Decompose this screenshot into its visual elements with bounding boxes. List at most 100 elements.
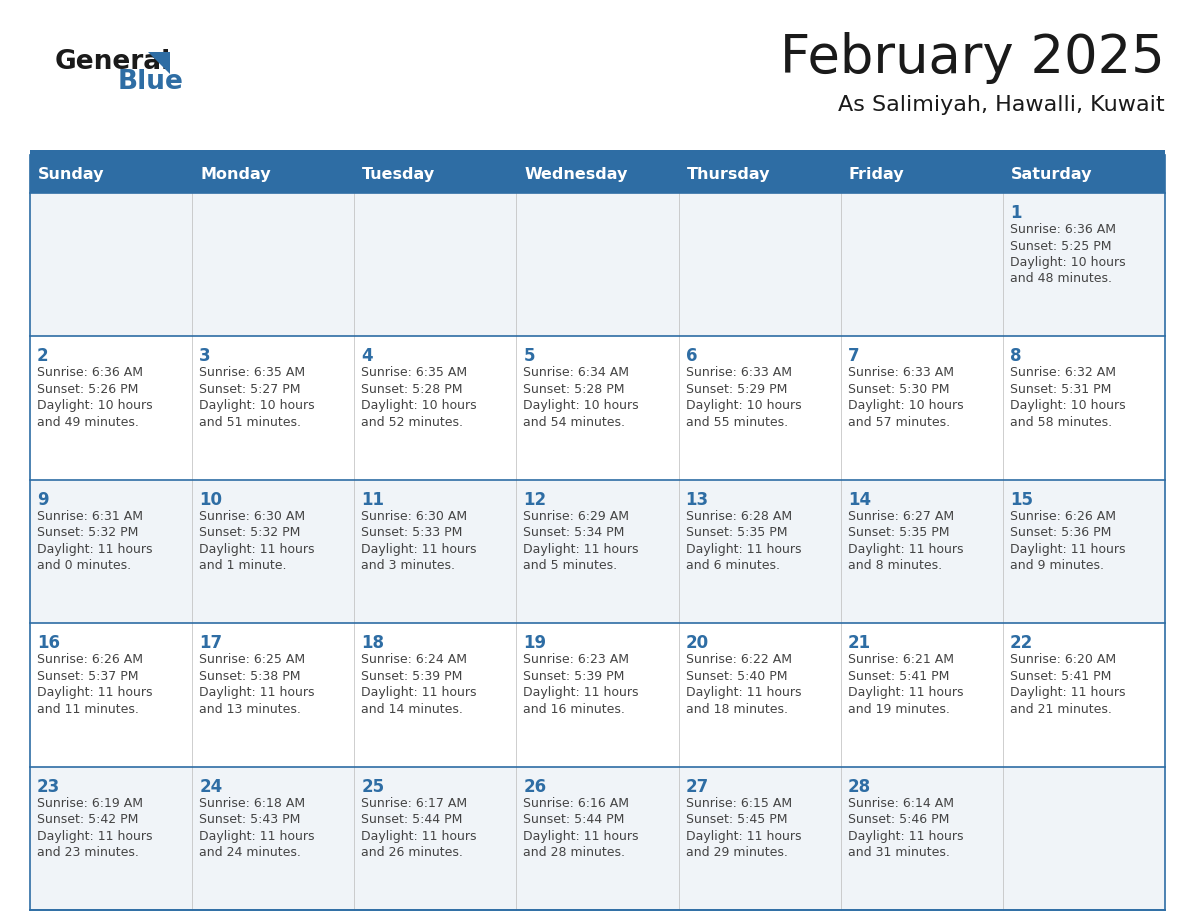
Text: Sunrise: 6:14 AM: Sunrise: 6:14 AM [848, 797, 954, 810]
Text: Daylight: 11 hours: Daylight: 11 hours [361, 686, 476, 700]
Text: and 26 minutes.: and 26 minutes. [361, 846, 463, 859]
Bar [30, 767, 1165, 910]
Text: Sunrise: 6:23 AM: Sunrise: 6:23 AM [524, 654, 630, 666]
Text: Monday: Monday [200, 166, 271, 182]
Text: and 19 minutes.: and 19 minutes. [848, 702, 949, 716]
Text: Friday: Friday [848, 166, 904, 182]
Text: Daylight: 10 hours: Daylight: 10 hours [1010, 399, 1125, 412]
Text: Sunrise: 6:29 AM: Sunrise: 6:29 AM [524, 509, 630, 522]
Text: Sunset: 5:35 PM: Sunset: 5:35 PM [848, 526, 949, 539]
Text: Daylight: 10 hours: Daylight: 10 hours [37, 399, 152, 412]
Text: and 54 minutes.: and 54 minutes. [524, 416, 625, 429]
Text: and 16 minutes.: and 16 minutes. [524, 702, 625, 716]
Text: Daylight: 10 hours: Daylight: 10 hours [848, 399, 963, 412]
Text: Sunrise: 6:30 AM: Sunrise: 6:30 AM [200, 509, 305, 522]
Bar [30, 623, 1165, 767]
Text: Sunrise: 6:27 AM: Sunrise: 6:27 AM [848, 509, 954, 522]
Bar [30, 155, 1165, 193]
Text: Daylight: 10 hours: Daylight: 10 hours [524, 399, 639, 412]
Bar [30, 480, 1165, 623]
Text: Daylight: 10 hours: Daylight: 10 hours [200, 399, 315, 412]
Text: Daylight: 11 hours: Daylight: 11 hours [524, 543, 639, 555]
Text: and 8 minutes.: and 8 minutes. [848, 559, 942, 572]
Text: Daylight: 11 hours: Daylight: 11 hours [1010, 686, 1125, 700]
Text: 26: 26 [524, 778, 546, 796]
Text: and 9 minutes.: and 9 minutes. [1010, 559, 1104, 572]
Text: Sunset: 5:32 PM: Sunset: 5:32 PM [37, 526, 138, 539]
Text: Sunrise: 6:36 AM: Sunrise: 6:36 AM [37, 366, 143, 379]
Text: Sunrise: 6:18 AM: Sunrise: 6:18 AM [200, 797, 305, 810]
Text: 23: 23 [37, 778, 61, 796]
Text: and 49 minutes.: and 49 minutes. [37, 416, 139, 429]
Text: 18: 18 [361, 634, 384, 652]
Text: Daylight: 11 hours: Daylight: 11 hours [37, 830, 152, 843]
Text: and 14 minutes.: and 14 minutes. [361, 702, 463, 716]
Text: 17: 17 [200, 634, 222, 652]
Text: 3: 3 [200, 347, 210, 365]
Text: and 1 minute.: and 1 minute. [200, 559, 286, 572]
Text: 9: 9 [37, 491, 49, 509]
Text: Sunset: 5:39 PM: Sunset: 5:39 PM [524, 670, 625, 683]
Text: Daylight: 11 hours: Daylight: 11 hours [848, 543, 963, 555]
Text: 19: 19 [524, 634, 546, 652]
Text: and 29 minutes.: and 29 minutes. [685, 846, 788, 859]
Text: Daylight: 10 hours: Daylight: 10 hours [1010, 256, 1125, 269]
Text: Sunrise: 6:32 AM: Sunrise: 6:32 AM [1010, 366, 1116, 379]
Text: 28: 28 [848, 778, 871, 796]
Text: 8: 8 [1010, 347, 1022, 365]
Text: and 57 minutes.: and 57 minutes. [848, 416, 950, 429]
Text: Sunrise: 6:33 AM: Sunrise: 6:33 AM [848, 366, 954, 379]
Text: Daylight: 11 hours: Daylight: 11 hours [361, 543, 476, 555]
Text: and 0 minutes.: and 0 minutes. [37, 559, 131, 572]
Text: 15: 15 [1010, 491, 1032, 509]
Text: and 51 minutes.: and 51 minutes. [200, 416, 301, 429]
Text: Sunset: 5:46 PM: Sunset: 5:46 PM [848, 813, 949, 826]
Text: 7: 7 [848, 347, 859, 365]
Text: Sunset: 5:25 PM: Sunset: 5:25 PM [1010, 240, 1111, 252]
Text: Saturday: Saturday [1011, 166, 1092, 182]
Text: Daylight: 11 hours: Daylight: 11 hours [1010, 543, 1125, 555]
Text: Sunset: 5:42 PM: Sunset: 5:42 PM [37, 813, 138, 826]
Text: Sunrise: 6:35 AM: Sunrise: 6:35 AM [361, 366, 467, 379]
Text: 14: 14 [848, 491, 871, 509]
Text: 13: 13 [685, 491, 709, 509]
Text: Sunset: 5:31 PM: Sunset: 5:31 PM [1010, 383, 1111, 396]
Text: Sunrise: 6:24 AM: Sunrise: 6:24 AM [361, 654, 467, 666]
Text: Daylight: 10 hours: Daylight: 10 hours [361, 399, 476, 412]
Text: 27: 27 [685, 778, 709, 796]
Text: Sunset: 5:43 PM: Sunset: 5:43 PM [200, 813, 301, 826]
Text: and 11 minutes.: and 11 minutes. [37, 702, 139, 716]
Text: Sunset: 5:28 PM: Sunset: 5:28 PM [361, 383, 463, 396]
Text: Sunrise: 6:33 AM: Sunrise: 6:33 AM [685, 366, 791, 379]
Text: Sunset: 5:32 PM: Sunset: 5:32 PM [200, 526, 301, 539]
Text: 20: 20 [685, 634, 709, 652]
Text: and 55 minutes.: and 55 minutes. [685, 416, 788, 429]
Text: Daylight: 11 hours: Daylight: 11 hours [524, 686, 639, 700]
Text: Sunrise: 6:31 AM: Sunrise: 6:31 AM [37, 509, 143, 522]
Text: Sunrise: 6:25 AM: Sunrise: 6:25 AM [200, 654, 305, 666]
Text: Daylight: 11 hours: Daylight: 11 hours [200, 830, 315, 843]
Text: 22: 22 [1010, 634, 1034, 652]
Text: Sunset: 5:45 PM: Sunset: 5:45 PM [685, 813, 788, 826]
Text: Sunrise: 6:35 AM: Sunrise: 6:35 AM [200, 366, 305, 379]
Text: 1: 1 [1010, 204, 1022, 222]
Text: Daylight: 11 hours: Daylight: 11 hours [200, 686, 315, 700]
Text: Sunset: 5:41 PM: Sunset: 5:41 PM [1010, 670, 1111, 683]
Text: Daylight: 11 hours: Daylight: 11 hours [524, 830, 639, 843]
Text: Sunset: 5:29 PM: Sunset: 5:29 PM [685, 383, 786, 396]
Text: Sunset: 5:27 PM: Sunset: 5:27 PM [200, 383, 301, 396]
Text: Wednesday: Wednesday [524, 166, 627, 182]
Text: 21: 21 [848, 634, 871, 652]
Text: Sunset: 5:36 PM: Sunset: 5:36 PM [1010, 526, 1111, 539]
Text: Sunrise: 6:15 AM: Sunrise: 6:15 AM [685, 797, 791, 810]
Text: Daylight: 11 hours: Daylight: 11 hours [685, 543, 801, 555]
Text: 24: 24 [200, 778, 222, 796]
Text: Daylight: 11 hours: Daylight: 11 hours [685, 686, 801, 700]
Text: Sunset: 5:39 PM: Sunset: 5:39 PM [361, 670, 462, 683]
Text: Sunrise: 6:20 AM: Sunrise: 6:20 AM [1010, 654, 1116, 666]
Text: Daylight: 11 hours: Daylight: 11 hours [685, 830, 801, 843]
Text: Sunrise: 6:28 AM: Sunrise: 6:28 AM [685, 509, 791, 522]
Text: Daylight: 11 hours: Daylight: 11 hours [200, 543, 315, 555]
Text: and 31 minutes.: and 31 minutes. [848, 846, 949, 859]
Text: and 24 minutes.: and 24 minutes. [200, 846, 301, 859]
